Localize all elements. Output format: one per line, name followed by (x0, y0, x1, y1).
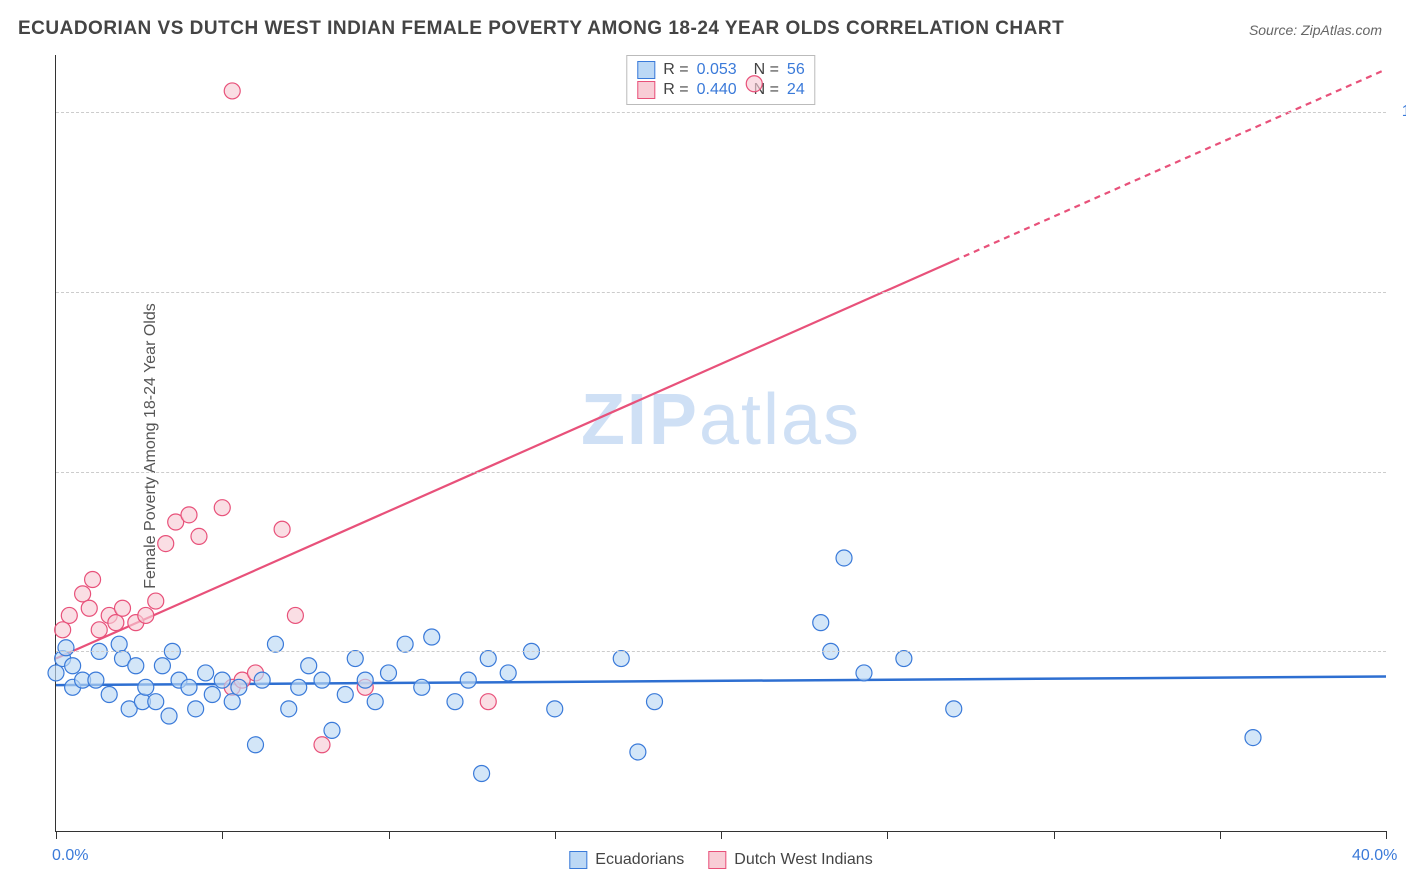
legend-label-ecuadorians: Ecuadorians (595, 851, 684, 869)
legend-item-ecuadorians: Ecuadorians (569, 851, 684, 869)
swatch-ecuadorians-icon (569, 851, 587, 869)
plot-area: ZIPatlas R = 0.053 N = 56 R = 0.440 N = … (55, 55, 1386, 832)
scatter-svg (56, 55, 1386, 831)
series-legend: Ecuadorians Dutch West Indians (569, 851, 872, 869)
legend-item-dutch: Dutch West Indians (708, 851, 872, 869)
chart-title: ECUADORIAN VS DUTCH WEST INDIAN FEMALE P… (18, 18, 1064, 40)
source-label: Source: ZipAtlas.com (1249, 22, 1382, 38)
legend-label-dutch: Dutch West Indians (734, 851, 872, 869)
correlation-chart: ECUADORIAN VS DUTCH WEST INDIAN FEMALE P… (0, 0, 1406, 892)
swatch-dutch-icon (708, 851, 726, 869)
